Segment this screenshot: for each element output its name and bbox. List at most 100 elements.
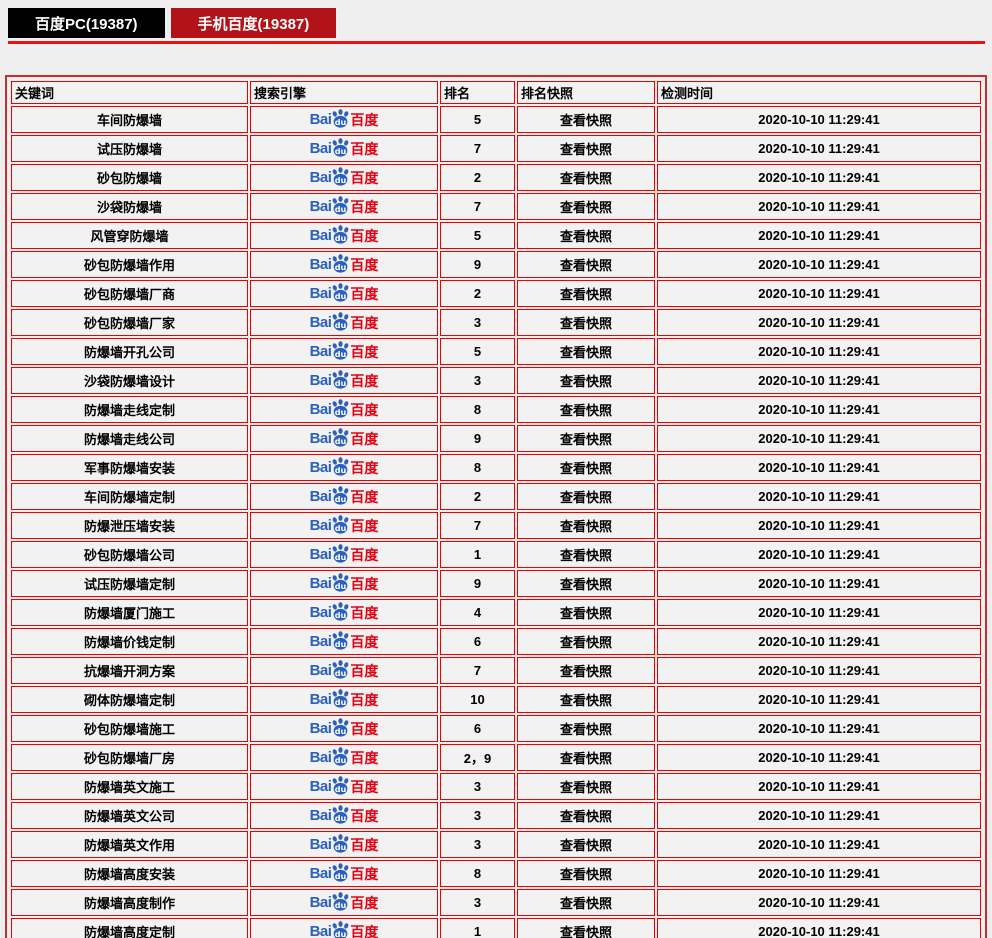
baidu-logo: Bai du 百度 xyxy=(309,659,378,682)
table-row: 防爆墙英文作用 Bai du 百度 3 查看快照 2020-10-10 11:29:… xyxy=(11,831,981,858)
view-snapshot-link[interactable]: 查看快照 xyxy=(559,548,612,563)
baidu-paw-icon: du xyxy=(333,718,349,737)
rank-cell: 5 xyxy=(440,338,515,365)
search-engine-cell: Bai du 百度 xyxy=(250,396,438,423)
view-snapshot-link[interactable]: 查看快照 xyxy=(559,664,612,679)
baidu-logo-cn-text: 百度 xyxy=(350,401,379,418)
table-row: 防爆墙英文施工 Bai du 百度 3 查看快照 2020-10-10 11:29:… xyxy=(11,773,981,800)
svg-text:du: du xyxy=(335,813,347,823)
view-snapshot-link[interactable]: 查看快照 xyxy=(559,142,612,157)
baidu-paw-icon: du xyxy=(333,689,349,708)
baidu-logo-cn-text: 百度 xyxy=(350,314,379,331)
time-cell: 2020-10-10 11:29:41 xyxy=(657,744,981,771)
baidu-paw-icon: du xyxy=(333,428,349,447)
search-engine-cell: Bai du 百度 xyxy=(250,512,438,539)
time-cell: 2020-10-10 11:29:41 xyxy=(657,889,981,916)
baidu-logo: Bai du 百度 xyxy=(310,717,378,740)
baidu-logo: Bai du 百度 xyxy=(310,514,378,537)
snapshot-cell: 查看快照 xyxy=(517,396,655,423)
view-snapshot-link[interactable]: 查看快照 xyxy=(559,316,612,331)
search-engine-cell: Bai du 百度 xyxy=(250,135,438,162)
baidu-paw-icon: du xyxy=(333,602,349,621)
baidu-logo-bai-text: Bai xyxy=(309,604,332,621)
view-snapshot-link[interactable]: 查看快照 xyxy=(559,200,612,215)
view-snapshot-link[interactable]: 查看快照 xyxy=(559,780,612,795)
baidu-logo-bai-text: Bai xyxy=(309,633,332,650)
view-snapshot-link[interactable]: 查看快照 xyxy=(559,374,612,389)
svg-text:du: du xyxy=(335,175,347,185)
view-snapshot-link[interactable]: 查看快照 xyxy=(559,896,612,911)
view-snapshot-link[interactable]: 查看快照 xyxy=(559,258,612,273)
view-snapshot-link[interactable]: 查看快照 xyxy=(559,403,612,418)
view-snapshot-link[interactable]: 查看快照 xyxy=(559,809,612,824)
time-cell: 2020-10-10 11:29:41 xyxy=(657,512,981,539)
view-snapshot-link[interactable]: 查看快照 xyxy=(559,461,612,476)
view-snapshot-link[interactable]: 查看快照 xyxy=(559,606,612,621)
rank-cell: 3 xyxy=(440,802,515,829)
view-snapshot-link[interactable]: 查看快照 xyxy=(559,838,612,853)
baidu-logo-bai-text: Bai xyxy=(309,372,332,389)
rank-cell: 5 xyxy=(440,106,515,133)
baidu-logo-bai-text: Bai xyxy=(309,488,332,505)
keyword-cell: 防爆墙价钱定制 xyxy=(11,628,248,655)
snapshot-cell: 查看快照 xyxy=(517,831,655,858)
view-snapshot-link[interactable]: 查看快照 xyxy=(559,287,612,302)
time-cell: 2020-10-10 11:29:41 xyxy=(657,657,981,684)
search-engine-cell: Bai du 百度 xyxy=(250,425,438,452)
view-snapshot-link[interactable]: 查看快照 xyxy=(559,229,612,244)
time-cell: 2020-10-10 11:29:41 xyxy=(657,280,981,307)
view-snapshot-link[interactable]: 查看快照 xyxy=(559,113,612,128)
view-snapshot-link[interactable]: 查看快照 xyxy=(559,635,612,650)
snapshot-cell: 查看快照 xyxy=(517,628,655,655)
baidu-logo-cn-text: 百度 xyxy=(350,140,379,157)
snapshot-cell: 查看快照 xyxy=(517,889,655,916)
rank-cell: 7 xyxy=(440,193,515,220)
table-row: 砂包防爆墙厂房 Bai du 百度 2，9 查看快照 2020-10-10 11:2… xyxy=(11,744,981,771)
time-cell: 2020-10-10 11:29:41 xyxy=(657,483,981,510)
search-engine-cell: Bai du 百度 xyxy=(250,686,438,713)
view-snapshot-link[interactable]: 查看快照 xyxy=(559,867,612,882)
baidu-paw-icon: du xyxy=(333,167,349,186)
tab-baidu-pc[interactable]: 百度PC(19387) xyxy=(8,8,165,38)
time-cell: 2020-10-10 11:29:41 xyxy=(657,831,981,858)
baidu-logo-bai-text: Bai xyxy=(309,865,332,882)
keyword-cell: 抗爆墙开洞方案 xyxy=(11,657,248,684)
baidu-logo: Bai du 百度 xyxy=(309,601,378,624)
view-snapshot-link[interactable]: 查看快照 xyxy=(559,751,612,766)
baidu-logo-bai-text: Bai xyxy=(309,691,332,708)
view-snapshot-link[interactable]: 查看快照 xyxy=(559,432,612,447)
view-snapshot-link[interactable]: 查看快照 xyxy=(559,577,612,592)
svg-text:du: du xyxy=(335,755,347,765)
baidu-paw-icon: du xyxy=(333,573,349,592)
baidu-logo-cn-text: 百度 xyxy=(350,546,379,563)
table-row: 砂包防爆墙 Bai du 百度 2 查看快照 2020-10-10 11:29:41 xyxy=(11,164,981,191)
view-snapshot-link[interactable]: 查看快照 xyxy=(559,693,612,708)
baidu-logo: Bai du 百度 xyxy=(310,224,378,247)
view-snapshot-link[interactable]: 查看快照 xyxy=(559,345,612,360)
view-snapshot-link[interactable]: 查看快照 xyxy=(559,519,612,534)
rank-cell: 6 xyxy=(440,715,515,742)
column-header-3: 排名快照 xyxy=(517,81,655,104)
baidu-logo-bai-text: Bai xyxy=(309,662,332,679)
view-snapshot-link[interactable]: 查看快照 xyxy=(559,925,612,938)
keyword-cell: 防爆墙高度定制 xyxy=(11,918,248,938)
search-engine-cell: Bai du 百度 xyxy=(250,106,438,133)
rank-cell: 9 xyxy=(440,570,515,597)
view-snapshot-link[interactable]: 查看快照 xyxy=(559,490,612,505)
rank-cell: 2 xyxy=(440,483,515,510)
baidu-logo-cn-text: 百度 xyxy=(350,430,379,447)
baidu-logo: Bai du 百度 xyxy=(310,282,379,305)
baidu-paw-icon: du xyxy=(333,196,349,215)
tab-mobile-baidu[interactable]: 手机百度(19387) xyxy=(170,8,337,38)
baidu-logo-cn-text: 百度 xyxy=(350,285,379,302)
rank-cell: 2 xyxy=(440,280,515,307)
search-engine-cell: Bai du 百度 xyxy=(250,193,438,220)
view-snapshot-link[interactable]: 查看快照 xyxy=(559,171,612,186)
search-engine-cell: Bai du 百度 xyxy=(250,541,438,568)
time-cell: 2020-10-10 11:29:41 xyxy=(657,541,981,568)
view-snapshot-link[interactable]: 查看快照 xyxy=(559,722,612,737)
svg-text:du: du xyxy=(335,204,347,214)
snapshot-cell: 查看快照 xyxy=(517,512,655,539)
keyword-cell: 试压防爆墙 xyxy=(11,135,248,162)
search-engine-cell: Bai du 百度 xyxy=(250,599,438,626)
